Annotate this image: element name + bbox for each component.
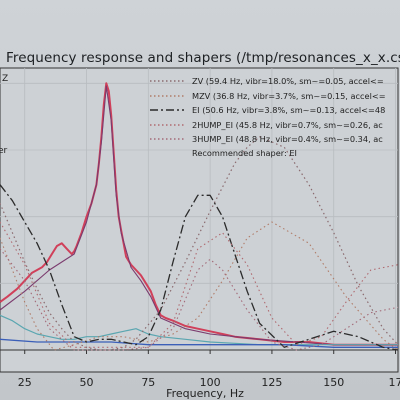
legend-item-2hump-ei: 2HUMP_EI (45.8 Hz, vibr=0.7%, sm~=0.26, … (150, 118, 400, 133)
x-tick-label: 25 (17, 376, 32, 389)
series-line-1 (0, 85, 398, 346)
series-line-3 (0, 338, 398, 348)
x-axis-label: Frequency, Hz (166, 387, 244, 400)
legend-swatch-mzv (150, 95, 184, 97)
legend-swatch-ei (150, 109, 184, 111)
grid (0, 68, 398, 354)
legend-label-zv: ZV (59.4 Hz, vibr=18.0%, sm~=0.05, accel… (192, 76, 384, 87)
legend-label-2hump-ei: 2HUMP_EI (45.8 Hz, vibr=0.7%, sm~=0.26, … (192, 119, 383, 130)
chart-title: Frequency response and shapers (/tmp/res… (6, 50, 400, 66)
legend: ZV (59.4 Hz, vibr=18.0%, sm~=0.05, accel… (150, 74, 400, 164)
x-tick-label: 17 (388, 376, 400, 389)
series-line-8 (0, 248, 399, 351)
legend-swatch-zv (150, 80, 184, 82)
legend-label-3hump-ei: 3HUMP_EI (48.8 Hz, vibr=0.4%, sm~=0.34, … (192, 134, 383, 145)
legend-label-mzv: MZV (36.8 Hz, vibr=3.7%, sm~=0.15, accel… (192, 90, 386, 101)
series-line-7 (0, 221, 399, 348)
legend-item-3hump-ei: 3HUMP_EI (48.8 Hz, vibr=0.4%, sm~=0.34, … (150, 132, 400, 147)
x-tick-label: 100 (199, 376, 221, 389)
y-axis-label-fragment: Z (2, 74, 9, 84)
legend-swatch-2hump-ei (150, 124, 184, 126)
legend-swatch-3hump-ei (150, 138, 184, 140)
plot-area (0, 67, 399, 373)
series-group (0, 82, 399, 351)
series-line-6 (0, 184, 399, 351)
recommended-shaper-note: Recommended shaper: EI (192, 147, 297, 158)
x-tick-label: 150 (323, 376, 345, 389)
legend-item-mzv: MZV (36.8 Hz, vibr=3.7%, sm~=0.15, accel… (150, 89, 400, 104)
legend-item-zv: ZV (59.4 Hz, vibr=18.0%, sm~=0.05, accel… (150, 74, 400, 89)
x-tick-label: 50 (79, 376, 94, 389)
y-axis-label-fragment-2: er (0, 146, 8, 156)
legend-label-ei: EI (50.6 Hz, vibr=3.8%, sm~=0.13, accel<… (192, 105, 386, 116)
x-tick-label: 125 (261, 376, 283, 389)
x-tick-label: 75 (141, 376, 156, 389)
series-line-4 (0, 136, 399, 351)
series-line-2 (0, 314, 398, 346)
legend-item-ei: EI (50.6 Hz, vibr=3.8%, sm~=0.13, accel<… (150, 103, 400, 118)
